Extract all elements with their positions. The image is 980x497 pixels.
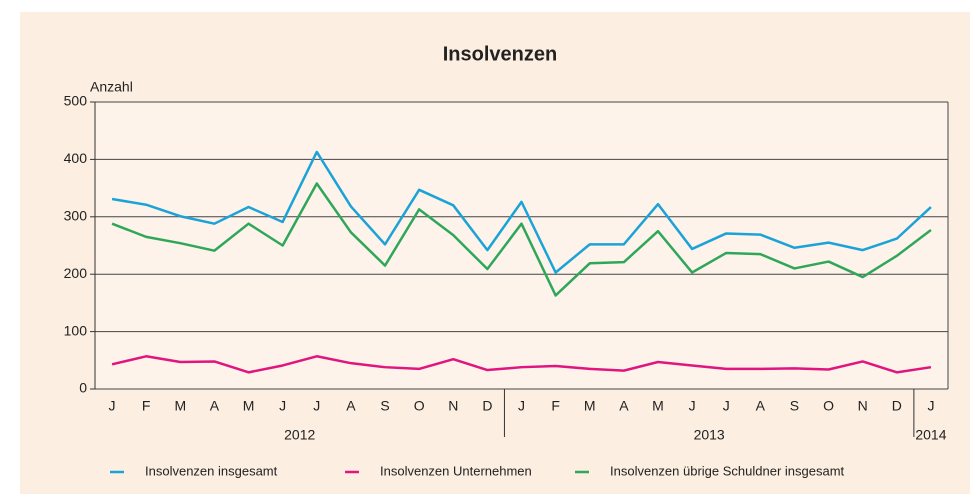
legend-label: Insolvenzen übrige Schuldner insgesamt [610,463,845,478]
y-axis-label: Anzahl [90,79,133,95]
x-tick-label: A [210,398,220,414]
year-label: 2013 [694,427,725,443]
series-line [111,150,932,274]
series-line [111,355,932,374]
x-tick-label: A [346,398,356,414]
x-tick-label: M [243,398,255,414]
y-tick-label: 400 [64,150,88,166]
chart-title: Insolvenzen [443,43,557,65]
x-tick-label: O [823,398,834,414]
x-tick-label: D [482,398,492,414]
y-tick-label: 0 [79,380,87,396]
x-tick-label: J [109,398,116,414]
y-tick-label: 500 [64,93,88,109]
x-tick-label: J [279,398,286,414]
x-tick-label: M [174,398,186,414]
x-tick-label: D [892,398,902,414]
y-tick-label: 100 [64,322,88,338]
legend-label: Insolvenzen insgesamt [145,463,278,478]
y-tick-label: 300 [64,208,88,224]
x-tick-label: F [551,398,560,414]
x-tick-label: O [414,398,425,414]
year-label: 2014 [915,427,946,443]
x-tick-label: J [689,398,696,414]
x-tick-label: S [790,398,799,414]
x-tick-label: N [858,398,868,414]
x-tick-label: J [723,398,730,414]
x-tick-label: S [380,398,389,414]
x-tick-label: M [584,398,596,414]
x-tick-label: A [619,398,629,414]
x-tick-label: J [518,398,525,414]
x-tick-label: N [448,398,458,414]
legend-label: Insolvenzen Unternehmen [380,463,532,478]
x-tick-label: J [927,398,934,414]
x-tick-label: M [652,398,664,414]
x-tick-label: F [142,398,151,414]
y-tick-label: 200 [64,265,88,281]
series-line [111,182,932,297]
x-tick-label: J [313,398,320,414]
x-tick-label: A [756,398,766,414]
year-label: 2012 [284,427,315,443]
